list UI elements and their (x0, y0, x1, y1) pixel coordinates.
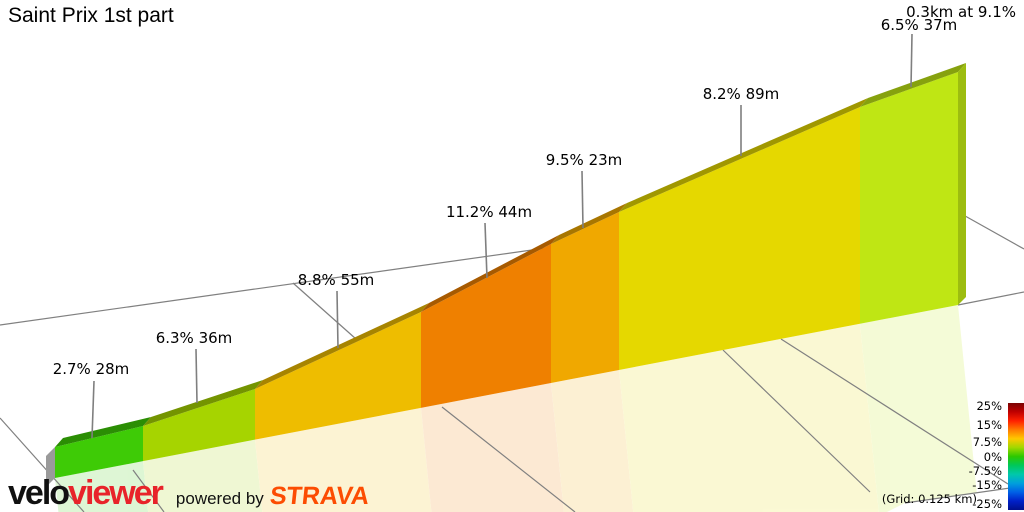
ground-grid-line (0, 247, 547, 326)
strava-logo[interactable]: STRAVA (268, 482, 371, 510)
page-title: Saint Prix 1st part (8, 4, 174, 27)
profile-segment[interactable] (143, 389, 255, 462)
ground-shadow-segment (255, 407, 437, 512)
profile-end-face (958, 63, 966, 305)
legend-label: 25% (976, 399, 1002, 413)
profile-segment[interactable] (551, 212, 619, 383)
ground-shadow-segment (551, 369, 639, 512)
climb-summary: 0.3km at 9.1% (906, 3, 1016, 21)
profile-top-edge (551, 203, 627, 244)
profile-top-edge (255, 303, 429, 389)
veloviewer-logo-velo[interactable]: velo (8, 474, 70, 512)
ground-shadow-segment (55, 461, 153, 512)
ground-shadow-segment (619, 323, 884, 512)
label-callout-line (910, 33, 913, 88)
segment-label: 8.8% 55m (298, 271, 375, 289)
ground-grid-line (0, 417, 85, 512)
label-callout-line (195, 348, 198, 404)
footer-branding: velo viewer powered by STRAVA (8, 474, 371, 512)
gradient-legend: 25% 15% 7.5% 0% -7.5% -15% -25% (904, 396, 1024, 512)
profile-top-edge (55, 417, 151, 447)
ground-grid-line (292, 282, 357, 340)
ground-shadow (55, 305, 984, 512)
grid-note: (Grid: 0.125 km) (881, 492, 977, 506)
legend-label: -15% (972, 478, 1002, 492)
segment-label: 9.5% 23m (546, 151, 623, 169)
veloviewer-logo-viewer[interactable]: viewer (68, 474, 164, 512)
segment-label: 2.7% 28m (53, 360, 130, 378)
profile-segment[interactable] (255, 312, 421, 440)
legend-label: -25% (972, 497, 1002, 511)
profile-segment[interactable] (55, 426, 143, 478)
legend-label: 0% (983, 450, 1002, 464)
legend-label: 7.5% (972, 435, 1002, 449)
ground-grid-line (904, 485, 1024, 504)
ground-grid-line (957, 291, 1024, 306)
ground-grid-line (441, 406, 576, 512)
profile-top-edge (619, 98, 868, 212)
segment-label: 11.2% 44m (446, 203, 532, 221)
ground-shadow-segment (143, 439, 268, 512)
ground-grid-line (132, 469, 165, 512)
ground-grid-line (722, 349, 871, 493)
powered-by-label: powered by (175, 489, 264, 508)
legend-color-bar (1008, 403, 1024, 510)
legend-label: -7.5% (968, 464, 1002, 478)
label-callout-line (484, 222, 488, 279)
ground-shadow-segment (421, 382, 569, 512)
profile-segment[interactable] (619, 107, 860, 370)
segment-label: 8.2% 89m (703, 85, 780, 103)
segment-label: 6.3% 36m (156, 329, 233, 347)
ground-grid-line (957, 211, 1024, 250)
segment-label: 6.5% 37m (881, 16, 958, 34)
profile-segment[interactable] (860, 72, 958, 324)
legend-label: 15% (976, 418, 1002, 432)
label-callout-line (336, 290, 339, 349)
profile-segment[interactable] (421, 244, 551, 408)
profile-start-cap (46, 447, 55, 487)
profile-top-edge (143, 380, 263, 426)
label-callout-line (91, 380, 95, 439)
profile-top-edge (421, 235, 559, 312)
label-callout-line (581, 170, 584, 229)
profile-top-edge (860, 63, 966, 107)
ground-grid-line (780, 338, 1009, 485)
